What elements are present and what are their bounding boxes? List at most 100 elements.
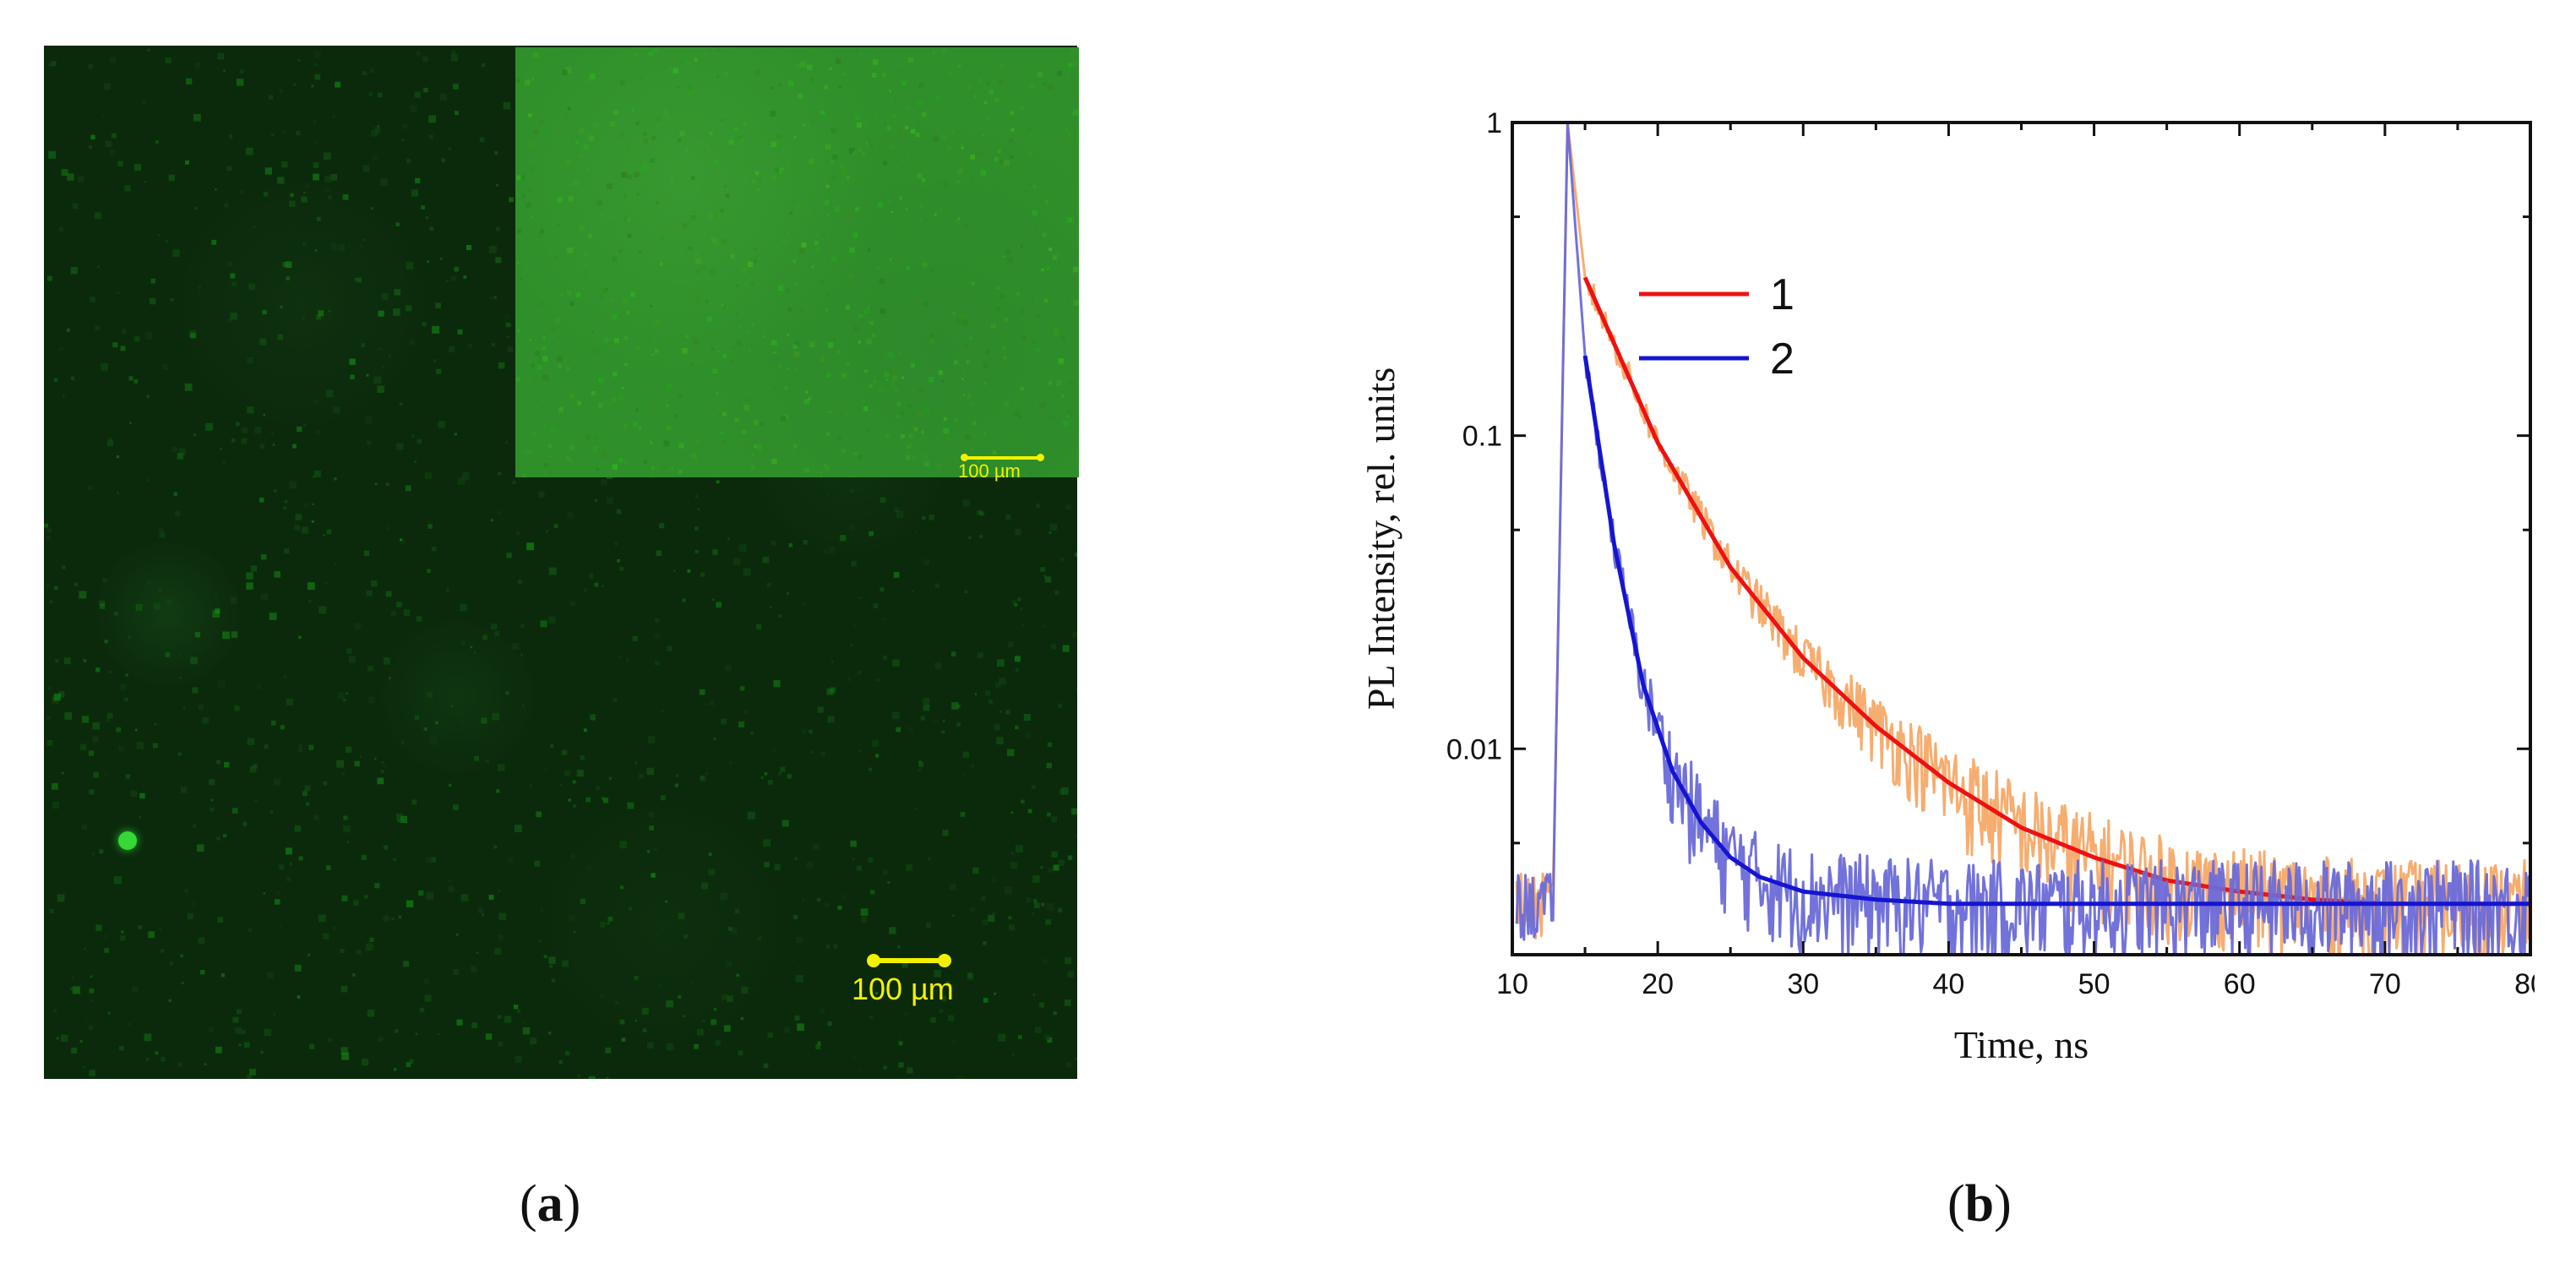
inset-texture-speck [802, 123, 806, 127]
texture-speck [309, 1043, 315, 1049]
texture-speck [313, 51, 321, 58]
texture-speck [665, 900, 667, 903]
inset-texture-speck [1004, 317, 1009, 322]
texture-speck [482, 913, 485, 917]
texture-speck [104, 83, 111, 90]
texture-speck [481, 717, 487, 724]
texture-speck [168, 999, 172, 1002]
texture-speck [423, 87, 428, 93]
texture-speck [705, 703, 707, 705]
inset-texture-speck [1076, 461, 1079, 466]
texture-speck [494, 151, 498, 155]
inset-texture-speck [896, 415, 899, 417]
texture-speck [313, 173, 319, 181]
texture-speck [756, 624, 762, 629]
texture-speck [254, 799, 258, 802]
texture-speck [190, 333, 196, 339]
texture-speck [659, 523, 665, 529]
texture-speck [318, 310, 324, 317]
texture-speck [239, 189, 244, 194]
texture-speck [313, 814, 319, 820]
texture-speck [605, 1047, 612, 1054]
texture-speck [106, 712, 113, 719]
texture-speck [620, 885, 624, 890]
texture-speck [324, 175, 332, 182]
inset-texture-speck [811, 120, 814, 124]
inset-texture-speck [548, 253, 551, 256]
inset-texture-speck [994, 183, 998, 187]
inset-texture-speck [592, 445, 598, 452]
texture-speck [316, 314, 321, 320]
texture-speck [882, 656, 887, 660]
inset-texture-speck [1000, 294, 1005, 298]
texture-speck [64, 657, 71, 665]
inset-texture-speck [831, 161, 834, 163]
texture-speck [177, 453, 184, 460]
texture-speck [471, 966, 477, 972]
texture-speck [81, 825, 87, 831]
texture-speck [1058, 907, 1063, 912]
inset-texture-speck [1028, 471, 1032, 474]
texture-speck [152, 743, 158, 749]
texture-speck [649, 812, 654, 818]
inset-texture-speck [1076, 289, 1079, 291]
inset-texture-speck [808, 158, 814, 165]
texture-speck [298, 743, 303, 749]
texture-speck [949, 983, 957, 992]
inset-texture-speck [1076, 344, 1079, 347]
main-scalebar [874, 958, 945, 963]
inset-texture-speck [656, 201, 659, 204]
inset-texture-speck [1058, 358, 1065, 364]
inset-texture-speck [735, 118, 738, 122]
inset-texture-speck [528, 237, 532, 242]
texture-speck [166, 599, 172, 606]
texture-speck [763, 1063, 769, 1069]
texture-speck [551, 978, 556, 983]
texture-speck [293, 83, 296, 86]
texture-speck [925, 923, 931, 929]
texture-speck [162, 363, 169, 370]
inset-texture-speck [965, 434, 971, 440]
texture-speck [1065, 1061, 1071, 1068]
inset-texture-speck [575, 419, 577, 422]
inset-texture-speck [666, 117, 670, 122]
texture-speck [619, 566, 624, 571]
inset-texture-speck [827, 215, 830, 217]
texture-speck [237, 1009, 242, 1015]
inset-texture-speck [615, 252, 618, 255]
texture-speck [48, 63, 52, 67]
texture-speck [308, 599, 312, 602]
inset-texture-speck [827, 76, 833, 83]
texture-speck [173, 492, 177, 496]
texture-speck [509, 197, 514, 203]
inset-texture-speck [720, 208, 724, 213]
texture-speck [406, 1062, 411, 1068]
texture-speck [104, 948, 109, 953]
texture-speck [328, 1038, 332, 1043]
texture-speck [297, 995, 301, 999]
texture-speck [328, 310, 331, 313]
texture-speck [253, 764, 258, 769]
inset-texture-speck [751, 465, 754, 468]
inset-texture-speck [898, 196, 902, 200]
texture-speck [377, 92, 383, 98]
inset-texture-speck [894, 378, 898, 382]
inset-texture-speck [609, 298, 613, 302]
texture-speck [1008, 641, 1014, 647]
x-tick-label: 10 [1496, 968, 1528, 1000]
texture-speck [78, 176, 84, 182]
texture-speck [277, 334, 283, 340]
inset-texture-speck [690, 362, 694, 367]
texture-speck [374, 127, 381, 133]
texture-speck [918, 761, 923, 767]
texture-speck [1017, 597, 1021, 602]
texture-speck [979, 534, 983, 538]
texture-speck [774, 863, 781, 871]
inset-texture-speck [596, 102, 600, 106]
texture-speck [646, 767, 654, 776]
texture-speck [437, 1032, 439, 1035]
texture-speck [302, 791, 308, 796]
inset-texture-speck [826, 433, 830, 436]
texture-speck [374, 758, 377, 760]
texture-speck [95, 924, 102, 931]
